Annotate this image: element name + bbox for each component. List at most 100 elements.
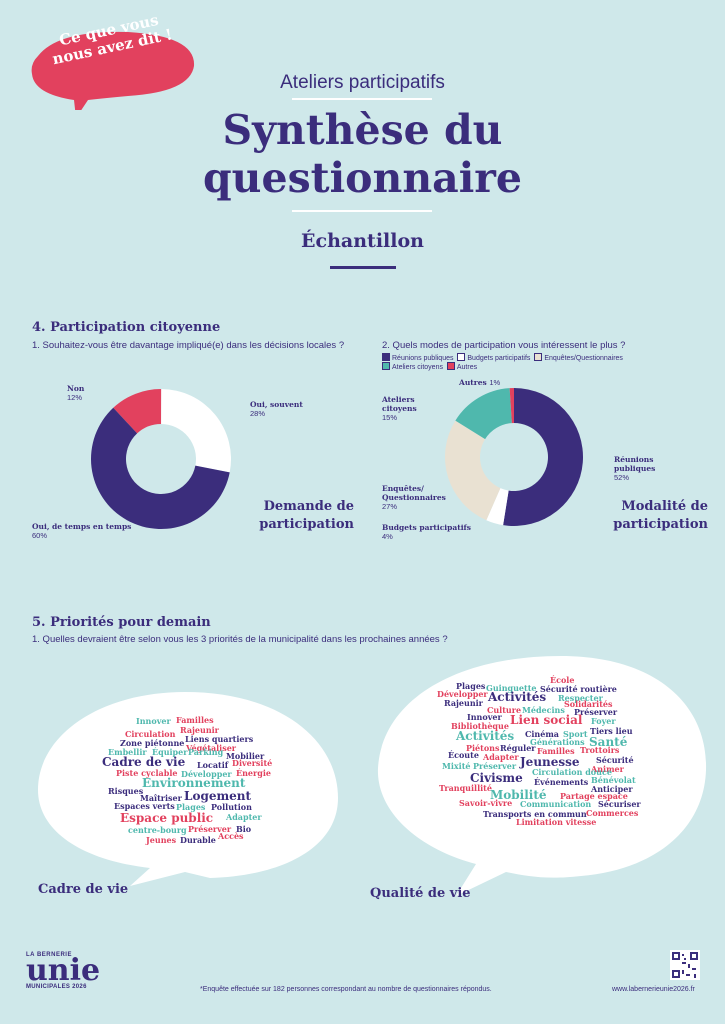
cloud-word: Guinguette	[486, 683, 537, 693]
slice-oui-de-temps-en-temps	[90, 407, 230, 529]
chart1-caption: Demande de participation	[259, 499, 354, 532]
cloud-word: Cinéma	[525, 729, 559, 739]
cloud-word: Pollution	[211, 802, 252, 812]
q2-question: 2. Quels modes de participation vous int…	[382, 340, 626, 351]
legend-item: Budgets participatifs	[457, 353, 530, 362]
donut-chart-modalite	[445, 388, 583, 526]
cloud-word: Santé	[589, 735, 628, 749]
cloud-word: Rajeunir	[444, 698, 483, 708]
cloud-word: Activités	[488, 690, 547, 704]
cloud-word: Animer	[591, 764, 624, 774]
cloud-word: Préserver	[188, 824, 232, 834]
cloud-word: Trottoirs	[580, 745, 620, 755]
cloud-word: Jeunes	[146, 835, 177, 845]
slice-non	[113, 389, 162, 434]
cloud-word: Transports en commun	[483, 809, 587, 819]
page-title: Synthèse du questionnaire	[203, 106, 522, 202]
cloud-word: Environnement	[142, 776, 246, 790]
kicker: Ateliers participatifs	[280, 72, 445, 93]
cloud-word: Savoir-vivre	[459, 798, 513, 808]
cloud-word: Respecter	[558, 693, 603, 703]
cloud-word: Énergie	[236, 768, 271, 778]
label-ateliers: Ateliers citoyens 15%	[382, 395, 417, 422]
q2-legend: Réunions publiques Budgets participatifs…	[382, 353, 702, 371]
cloud-word: Innover	[467, 712, 502, 722]
cloud-word: Activités	[456, 729, 515, 743]
slice-autres	[509, 388, 514, 424]
cloud-word: Foyer	[591, 716, 616, 726]
cloud-word: Accès	[218, 831, 244, 841]
label-autres: Autres 1%	[459, 378, 501, 387]
cloud-word: Mobilité	[490, 788, 547, 802]
cloud-word: Circulation douce	[532, 767, 612, 777]
slice-ateliers-citoyens	[455, 388, 512, 440]
cloud-word: Adapter	[226, 812, 262, 822]
badge-bubble	[31, 31, 195, 110]
cloud1-label: Cadre de vie	[38, 882, 129, 897]
cloud-word: Familles	[537, 746, 575, 756]
cloud-word: Culture	[487, 705, 522, 715]
cloud-word: Écoute	[448, 750, 479, 760]
cloud2-label: Qualité de vie	[370, 886, 471, 901]
cloud-word: Sécurité	[596, 755, 634, 765]
cloud-word: Tiers lieu	[590, 726, 633, 736]
section5-question: 1. Quelles devraient être selon vous les…	[32, 634, 448, 645]
cloud-word: Familles	[176, 715, 214, 725]
divider	[292, 98, 432, 100]
cloud-word: Civisme	[470, 771, 523, 785]
slice-oui-souvent	[161, 389, 231, 473]
footer-url[interactable]: www.labernerieunie2026.fr	[612, 986, 695, 993]
cloud-word: Parking	[188, 747, 224, 757]
cloud-bubble-right	[377, 656, 707, 896]
cloud-word: Mobilier	[226, 751, 265, 761]
label-budgets: Budgets participatifs 4%	[382, 523, 472, 541]
label-reunions: Réunions publiques 52%	[614, 455, 656, 482]
cloud-word: Cadre de vie	[102, 755, 186, 769]
cloud-word: Durable	[180, 835, 216, 845]
cloud-word: centre-bourg	[128, 825, 187, 835]
cloud-word: Logement	[184, 789, 252, 803]
label-enquetes: Enquêtes/Questionnaires 27%	[382, 484, 446, 511]
cloud-word: Circulation	[125, 729, 176, 739]
slice-r-unions-publiques	[503, 388, 583, 526]
cloud-word: Préserver	[473, 761, 517, 771]
cloud-word: Rajeunir	[180, 725, 219, 735]
cloud-word: Jeunesse	[520, 755, 580, 769]
legend-item: Enquêtes/Questionnaires	[534, 353, 623, 362]
legend-item: Réunions publiques	[382, 353, 454, 362]
donut-chart-participation	[90, 389, 231, 529]
cloud-word: Solidarités	[564, 699, 613, 709]
cloud-word: Générations	[530, 737, 585, 747]
cloud-word: Liens quartiers	[185, 734, 254, 744]
label-oui-temps: Oui, de temps en temps 60%	[32, 522, 132, 540]
subtitle: Échantillon	[301, 230, 424, 252]
cloud-word: Développer	[181, 769, 232, 779]
cloud-word: Préserver	[574, 707, 618, 717]
cloud-word: Piétons	[466, 743, 500, 753]
cloud-word: Développer	[437, 689, 488, 699]
cloud-word: École	[550, 675, 575, 685]
cloud-word: Partage espace	[560, 791, 628, 801]
cloud-word: Plages	[456, 681, 486, 691]
cloud-word: Innover	[136, 716, 171, 726]
cloud-word: Plages	[176, 802, 206, 812]
q1-question: 1. Souhaitez-vous être davantage impliqu…	[32, 340, 345, 351]
cloud-word: Événements	[534, 777, 589, 787]
cloud-word: Tranquillité	[439, 783, 492, 793]
cloud-word: Sécurité routière	[540, 684, 617, 694]
cloud-word: Sport	[563, 729, 588, 739]
label-non: Non 12%	[67, 384, 85, 402]
footer-note: *Enquête effectuée sur 182 personnes cor…	[200, 986, 492, 993]
logo: LA BERNERIE unie MUNICIPALES 2026	[26, 952, 101, 990]
slice-budgets-participatifs	[486, 488, 509, 526]
cloud-word: Anticiper	[591, 784, 633, 794]
qr-code-icon	[670, 950, 700, 980]
cloud-word: Adapter	[483, 752, 519, 762]
cloud-word: Bénévolat	[591, 775, 636, 785]
cloud-bubble-left	[38, 692, 338, 886]
cloud-word: Réguler	[500, 743, 536, 753]
cloud-word: Espace public	[120, 811, 214, 825]
cloud-word: Diversité	[232, 758, 273, 768]
cloud-word: Zone piétonne	[120, 738, 185, 748]
cloud-word: Commerces	[586, 808, 639, 818]
